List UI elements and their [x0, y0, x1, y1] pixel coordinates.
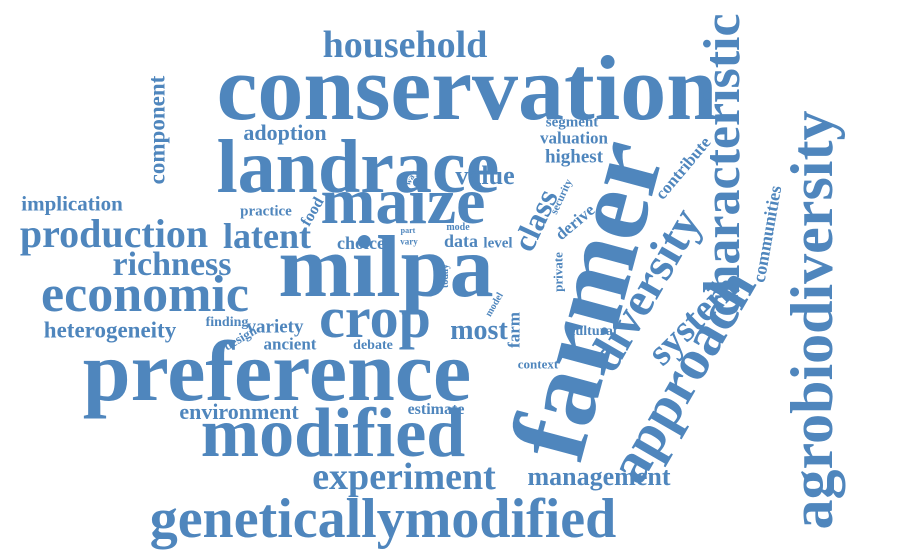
word-component: component [144, 75, 170, 185]
word-crop: crop [319, 285, 431, 350]
word-level: level [483, 235, 513, 252]
word-estimate: estimate [407, 401, 465, 418]
word-today: today [440, 264, 451, 288]
word-value: value [455, 161, 515, 190]
word-finding: finding [205, 315, 249, 330]
word-conservation: conservation [216, 37, 718, 139]
word-agrobiodiversity: agrobiodiversity [779, 110, 845, 530]
word-experiment: experiment [312, 456, 496, 498]
word-richness: richness [112, 246, 232, 283]
word-implication: implication [21, 191, 123, 216]
word-cultural: cultural [569, 324, 617, 339]
word-highest: highest [544, 146, 604, 168]
word-economic: economic [41, 266, 249, 323]
word-farm: farm [504, 312, 524, 348]
word-milpa: milpa [278, 219, 494, 316]
word-production: production [19, 211, 209, 256]
word-choice: choice [337, 233, 385, 253]
word-ancient: ancient [263, 334, 317, 354]
word-preference: preference [82, 323, 472, 419]
word-debate: debate [353, 338, 393, 353]
word-data: data [443, 231, 479, 251]
word-management: management [527, 462, 671, 491]
word-variety: variety [246, 316, 304, 338]
word-part: part [400, 226, 416, 235]
word-modified: modified [200, 395, 466, 472]
word-mode: mode [446, 222, 470, 233]
word-segment: segment [545, 114, 599, 131]
word-context: context [517, 356, 559, 372]
word-latent: latent [223, 216, 311, 256]
word-vary: vary [400, 236, 418, 247]
word-genetically-modified: geneticallymodified [149, 488, 617, 550]
word-heterogeneity: heterogeneity [43, 317, 177, 343]
word-household: household [322, 24, 488, 66]
word-adoption: adoption [243, 120, 327, 145]
word-maize: maize [320, 165, 486, 238]
word-practice: practice [240, 203, 292, 220]
word-landrace: landrace [216, 125, 500, 209]
word-most: most [450, 315, 508, 346]
word-valuation: valuation [539, 128, 609, 148]
word-private: private [550, 252, 566, 292]
word-environment: environment [179, 399, 299, 424]
